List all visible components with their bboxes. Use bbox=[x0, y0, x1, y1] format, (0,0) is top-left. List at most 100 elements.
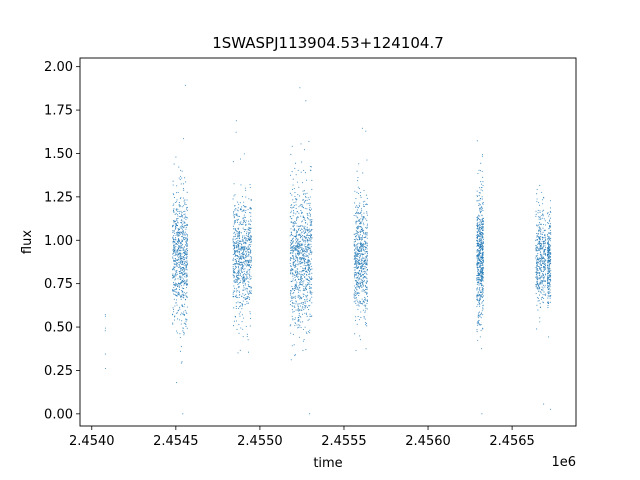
data-point bbox=[477, 259, 479, 261]
data-point bbox=[174, 276, 176, 278]
data-point bbox=[477, 228, 479, 230]
data-point bbox=[366, 197, 368, 199]
data-point bbox=[182, 256, 184, 258]
data-point bbox=[233, 275, 235, 277]
data-point bbox=[309, 196, 311, 198]
data-point bbox=[295, 207, 297, 209]
data-point bbox=[356, 304, 358, 306]
data-point bbox=[479, 225, 481, 227]
data-point bbox=[234, 222, 236, 224]
data-point bbox=[549, 280, 552, 282]
data-point bbox=[481, 234, 483, 236]
data-point bbox=[541, 283, 543, 285]
data-point bbox=[179, 205, 182, 207]
data-point bbox=[477, 242, 479, 244]
data-point bbox=[357, 231, 360, 233]
data-point bbox=[181, 287, 183, 289]
data-point bbox=[544, 268, 547, 270]
data-point bbox=[547, 265, 549, 267]
data-point bbox=[366, 214, 368, 216]
data-point bbox=[361, 265, 363, 267]
data-point bbox=[239, 209, 241, 211]
data-point bbox=[179, 294, 181, 296]
data-point bbox=[298, 229, 300, 231]
data-point bbox=[296, 288, 298, 290]
data-point bbox=[302, 328, 305, 331]
data-point bbox=[476, 255, 478, 257]
data-point bbox=[172, 256, 174, 258]
data-point bbox=[544, 245, 546, 247]
data-point bbox=[173, 269, 175, 271]
data-point bbox=[173, 163, 175, 165]
data-point bbox=[186, 292, 188, 294]
data-point bbox=[173, 203, 175, 205]
data-point bbox=[174, 242, 176, 244]
data-point bbox=[476, 200, 478, 202]
data-point bbox=[185, 321, 187, 323]
data-point bbox=[359, 263, 361, 266]
data-point bbox=[297, 264, 299, 266]
data-point bbox=[538, 274, 540, 277]
data-point bbox=[357, 315, 359, 317]
data-point bbox=[292, 199, 294, 201]
data-point bbox=[481, 254, 483, 256]
data-point bbox=[236, 242, 238, 244]
data-point bbox=[364, 262, 367, 264]
data-point bbox=[479, 234, 481, 236]
data-point bbox=[290, 290, 292, 292]
data-point bbox=[549, 278, 552, 280]
data-point bbox=[304, 201, 306, 203]
data-point bbox=[354, 272, 356, 274]
data-point bbox=[240, 209, 242, 211]
data-point bbox=[238, 245, 240, 247]
data-point bbox=[364, 248, 366, 251]
data-point bbox=[309, 285, 311, 287]
data-point bbox=[290, 228, 292, 230]
data-point bbox=[304, 243, 306, 245]
data-point bbox=[363, 289, 366, 292]
data-point bbox=[477, 275, 479, 277]
data-point bbox=[536, 233, 538, 235]
data-point bbox=[302, 340, 304, 342]
data-point bbox=[549, 275, 551, 277]
data-point bbox=[184, 210, 186, 212]
data-point bbox=[547, 295, 549, 297]
data-point bbox=[295, 198, 297, 200]
data-point bbox=[250, 290, 252, 292]
data-point bbox=[303, 267, 305, 270]
data-point bbox=[542, 245, 544, 247]
data-point bbox=[294, 354, 296, 356]
data-point bbox=[366, 223, 369, 225]
data-point bbox=[539, 272, 541, 274]
data-point bbox=[479, 198, 482, 200]
data-point bbox=[543, 229, 545, 231]
data-point bbox=[302, 215, 304, 217]
data-point bbox=[234, 295, 236, 297]
data-point bbox=[480, 183, 483, 185]
data-point bbox=[245, 243, 247, 245]
data-point bbox=[240, 264, 242, 266]
data-point bbox=[183, 284, 185, 286]
data-point bbox=[545, 224, 547, 226]
data-point bbox=[479, 227, 481, 229]
data-point bbox=[181, 268, 183, 270]
data-point bbox=[536, 225, 538, 227]
data-point bbox=[238, 266, 240, 268]
data-point bbox=[250, 287, 252, 289]
data-point bbox=[478, 302, 480, 304]
data-point bbox=[185, 233, 187, 235]
data-point bbox=[310, 229, 312, 232]
data-point bbox=[478, 266, 480, 268]
data-point bbox=[184, 279, 186, 282]
data-point bbox=[232, 254, 234, 256]
data-point bbox=[242, 300, 244, 302]
data-point bbox=[478, 272, 480, 274]
data-point bbox=[178, 242, 180, 244]
data-point bbox=[180, 323, 182, 325]
data-point bbox=[172, 308, 175, 311]
data-point bbox=[250, 264, 253, 266]
data-point bbox=[303, 264, 305, 266]
data-point bbox=[311, 258, 313, 260]
data-point bbox=[362, 300, 364, 302]
data-point bbox=[479, 290, 481, 292]
